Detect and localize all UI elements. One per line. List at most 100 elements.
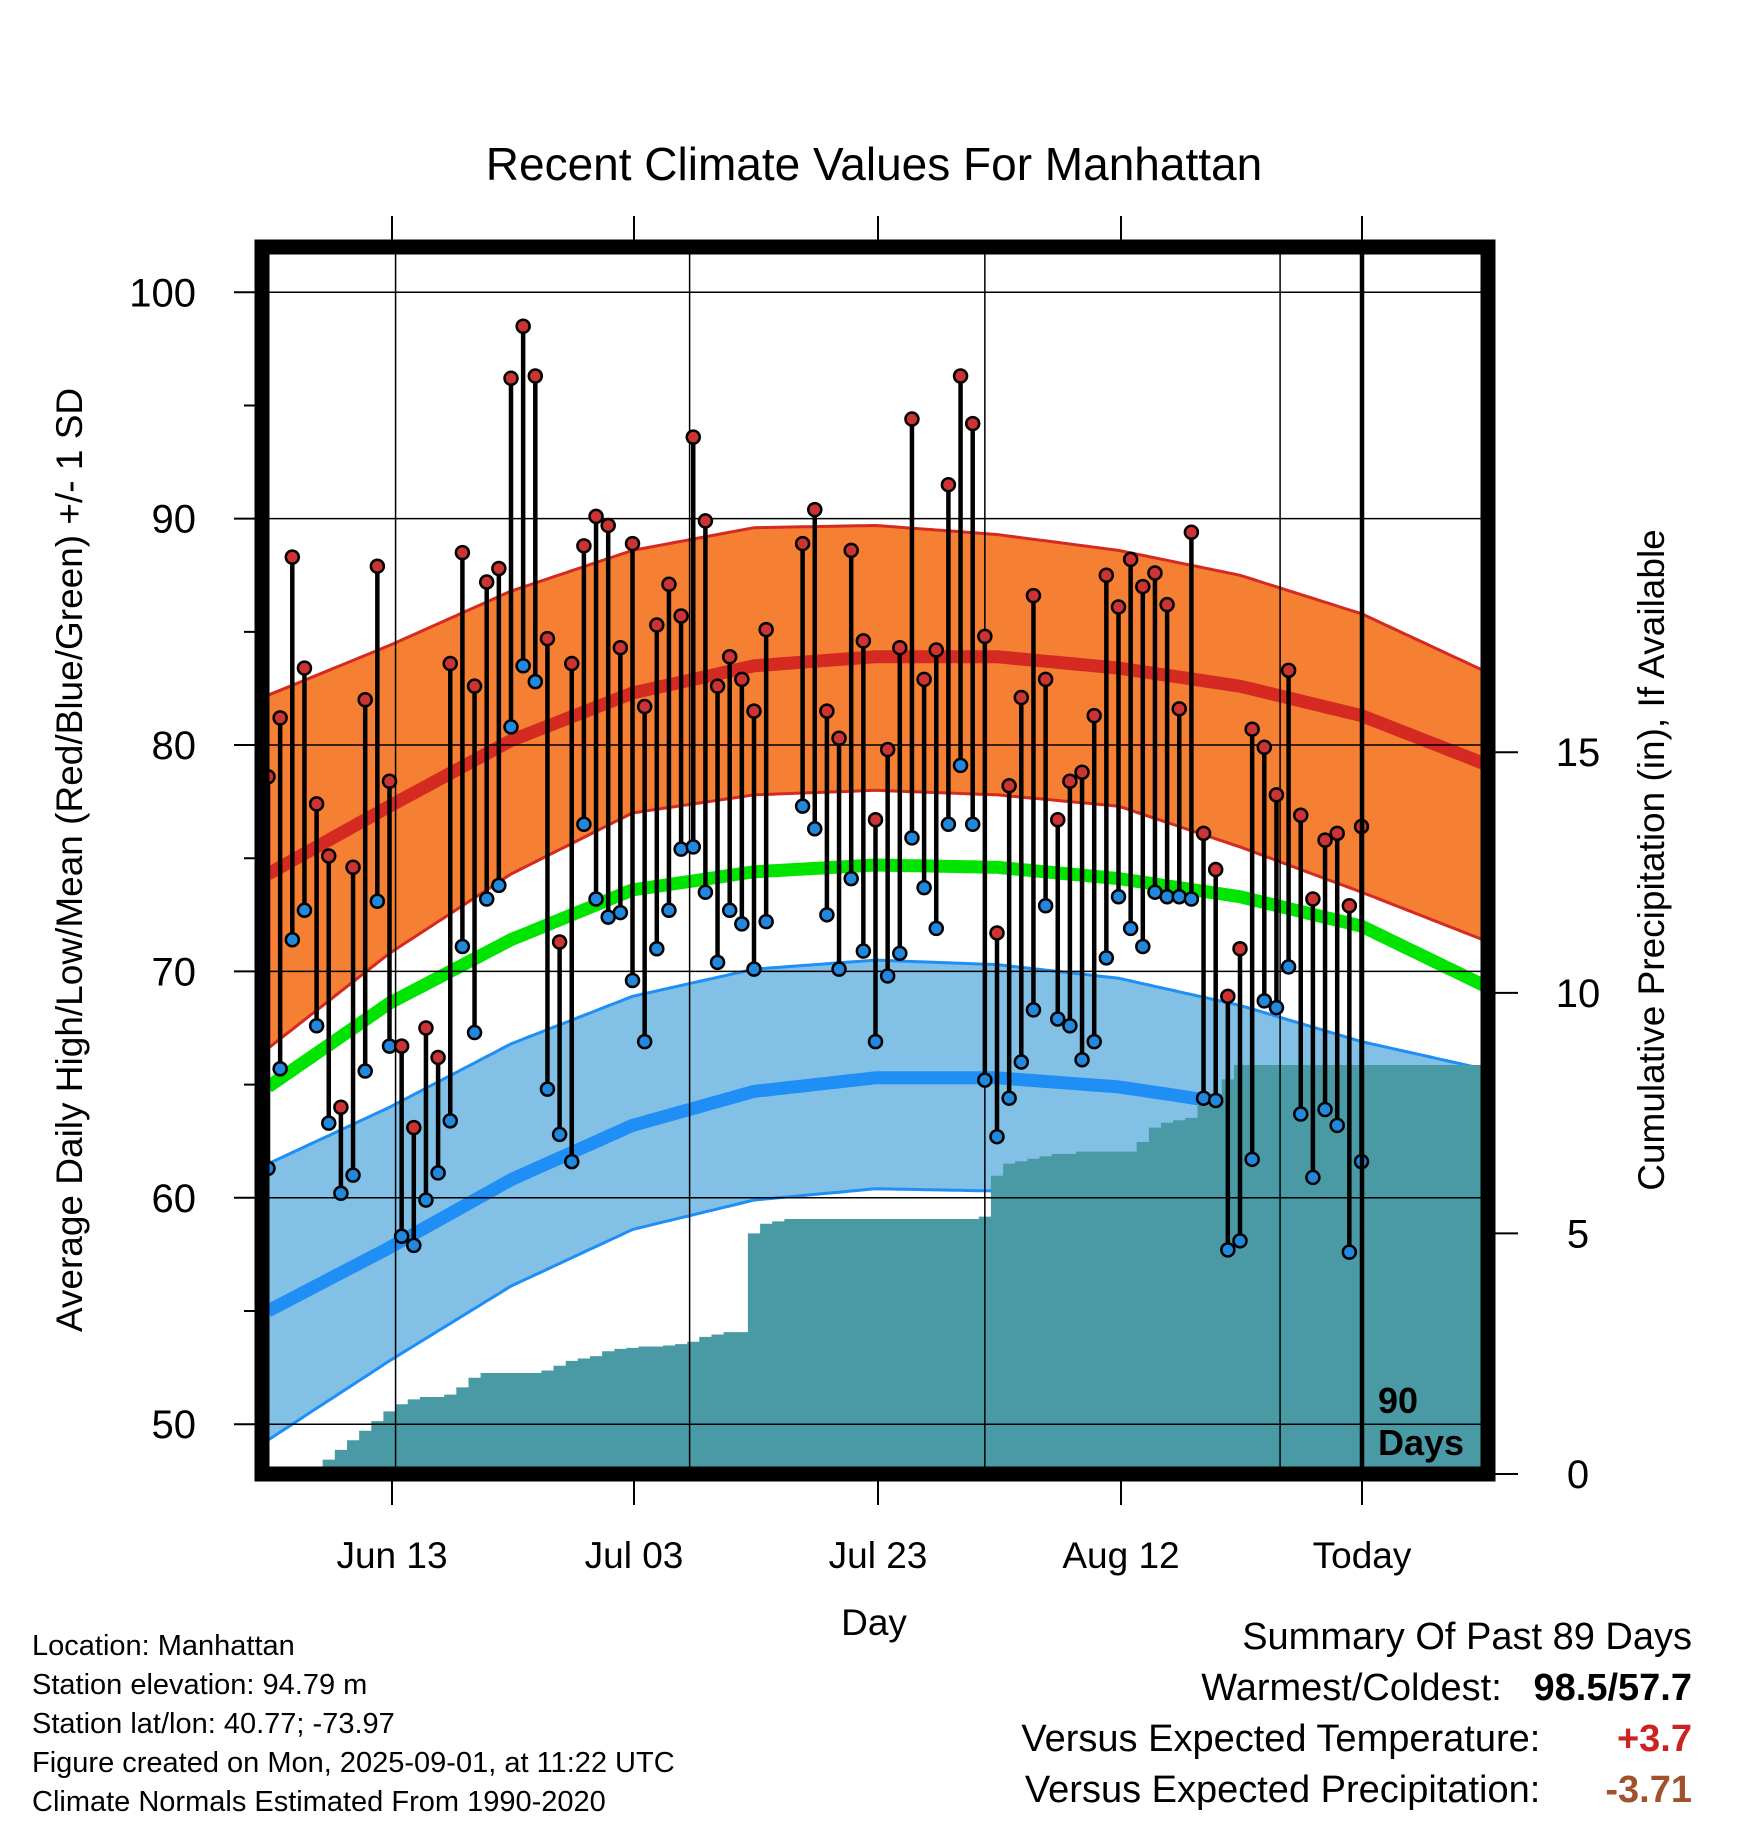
daily-low-point [831,961,847,977]
daily-high-point [661,576,677,593]
daily-high-point [296,660,313,676]
daily-low-point [527,673,544,690]
daily-high-point [964,415,981,432]
daily-high-point [1195,825,1212,842]
daily-low-point [977,1072,993,1088]
daily-low-point [1293,1106,1309,1122]
daily-low-point [564,1153,580,1170]
precip-value: -3.71 [1605,1769,1692,1811]
daily-low-point [1050,1011,1066,1027]
daily-high-point [794,535,811,552]
daily-low-point [466,1024,483,1041]
daily-low-point [1341,1244,1358,1260]
daily-low-point [685,839,701,855]
info-created: Figure created on Mon, 2025-09-01, at 11… [32,1747,675,1779]
daily-high-point [721,649,738,665]
coldest-value: 57.7 [1618,1667,1692,1709]
daily-low-point [1122,920,1139,937]
daily-high-point [515,318,531,334]
daily-low-point [1086,1033,1102,1050]
daily-high-point [636,698,653,715]
daily-low-point [624,972,641,989]
daily-low-point [393,1228,410,1245]
daily-low-point [1135,938,1151,955]
daily-high-point [503,370,519,387]
station-info: Location: Manhattan Station elevation: 9… [32,1627,675,1822]
daily-high-point [734,671,750,688]
info-latlon: Station lat/lon: 40.77; -73.97 [32,1708,395,1740]
daily-high-point [333,1099,349,1116]
daily-high-point [442,655,458,672]
daily-low-point [819,907,835,923]
daily-high-point [1074,764,1090,780]
daily-high-point [466,678,483,694]
daily-high-point [308,796,325,812]
daily-high-point [1305,891,1321,907]
daily-low-point [879,968,896,984]
daily-high-point [564,655,580,672]
daily-low-point [746,961,762,977]
daily-high-point [879,741,896,758]
daily-high-point [1220,988,1236,1005]
y-tick-label-70: 70 [152,950,197,994]
daily-low-point [345,1167,361,1183]
daily-low-point [1062,1018,1078,1034]
daily-high-point [1001,778,1017,794]
window-label-number: 90 [1378,1380,1418,1421]
daily-low-point [952,757,969,774]
daily-low-point [1305,1169,1321,1186]
daily-low-point [1171,888,1187,905]
daily-high-point [478,574,495,590]
daily-high-point [831,730,847,747]
x-tick-label-4: Today [1313,1535,1412,1576]
daily-high-point [989,925,1005,941]
daily-high-point [612,639,629,656]
daily-high-point [855,633,872,649]
daily-high-point [928,642,944,658]
daily-high-point [539,630,556,647]
y2-axis-label: Cumulative Precipitation (in), If Availa… [1631,529,1672,1191]
y2-tick-label-0: 0 [1567,1453,1589,1497]
y-tick-label-50: 50 [152,1403,197,1447]
daily-low-point [308,1018,325,1034]
daily-high-point [1317,832,1333,848]
daily-low-point [539,1081,556,1097]
daily-high-point [697,513,714,529]
daily-high-point [1147,565,1163,581]
daily-low-point [491,877,507,894]
daily-low-point [843,870,859,887]
daily-low-point [1244,1151,1260,1168]
temp-label: Versus Expected Temperature: [1021,1718,1541,1760]
daily-high-point [1159,596,1175,613]
daily-low-point [758,913,774,930]
daily-low-point [794,798,811,814]
daily-low-point [296,902,313,919]
x-tick-label-0: Jun 13 [336,1535,447,1576]
daily-low-point [709,954,726,971]
daily-low-point [478,891,495,907]
daily-low-point [369,893,386,909]
summary-title: Summary Of Past 89 Days [1242,1616,1692,1658]
daily-low-point [989,1128,1005,1145]
warmest-label: Warmest/Coldest: [1201,1667,1502,1709]
daily-low-point [673,841,689,857]
daily-low-point [357,1063,373,1079]
daily-high-point [1207,861,1224,878]
daily-low-point [1110,888,1127,905]
daily-high-point [1013,689,1030,706]
daily-low-point [284,931,301,948]
daily-low-point [661,902,677,919]
daily-high-point [1050,812,1066,828]
daily-low-point [406,1237,422,1254]
daily-low-point [333,1185,349,1202]
daily-low-point [418,1192,434,1208]
daily-low-point [1280,959,1297,975]
daily-high-point [1268,787,1285,803]
y2-tick-label-5: 5 [1567,1212,1589,1256]
daily-high-point [588,508,604,525]
plot-frame [254,239,1496,1482]
daily-high-point [1171,701,1187,717]
daily-high-point [1293,807,1309,823]
daily-low-point [964,816,981,833]
